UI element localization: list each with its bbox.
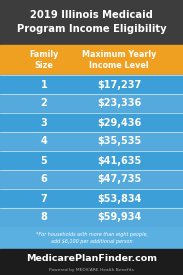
Text: 1: 1 (41, 79, 47, 89)
Text: $41,635: $41,635 (97, 155, 141, 166)
Text: 6: 6 (41, 175, 47, 185)
Text: $35,535: $35,535 (97, 136, 141, 147)
Bar (0, 45, 183, 75)
Text: $47,735: $47,735 (97, 175, 141, 185)
Bar (0, 208, 183, 227)
Text: 2: 2 (41, 98, 47, 109)
Text: $29,436: $29,436 (97, 117, 141, 128)
Text: Family
Size: Family Size (29, 50, 59, 70)
Bar (0, 189, 183, 208)
Bar (0, 227, 183, 249)
Bar (0, 132, 183, 151)
Text: Maximum Yearly
Income Level: Maximum Yearly Income Level (82, 50, 156, 70)
Text: 8: 8 (40, 213, 47, 222)
Bar (0, 94, 183, 113)
Text: $23,336: $23,336 (97, 98, 141, 109)
Text: $17,237: $17,237 (97, 79, 141, 89)
Text: $59,934: $59,934 (97, 213, 141, 222)
Text: MedicarePlanFinder.com: MedicarePlanFinder.com (26, 254, 157, 263)
Text: 7: 7 (41, 194, 47, 204)
Bar (0, 113, 183, 132)
Text: $53,834: $53,834 (97, 194, 141, 204)
Text: *For households with more than eight people,
add $6,100 per additional person: *For households with more than eight peo… (36, 232, 147, 244)
Text: 5: 5 (41, 155, 47, 166)
Text: 3: 3 (41, 117, 47, 128)
Bar (0, 151, 183, 170)
Bar (0, 75, 183, 94)
Text: 2019 Illinois Medicaid
Program Income Eligibility: 2019 Illinois Medicaid Program Income El… (17, 10, 166, 34)
Bar (0, 249, 183, 275)
Text: Powered by MEDICARE Health Benefits: Powered by MEDICARE Health Benefits (49, 268, 134, 272)
Text: 4: 4 (41, 136, 47, 147)
Bar (0, 0, 183, 45)
Bar (0, 170, 183, 189)
